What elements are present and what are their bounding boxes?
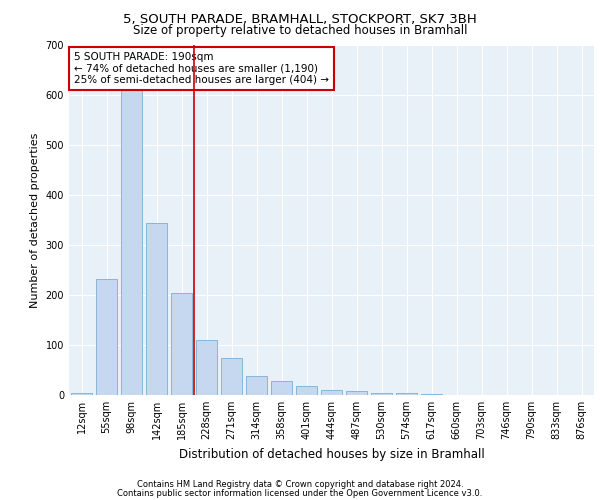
Bar (146, 222, 167, 395)
Bar (96, 279, 117, 395)
Text: 5, SOUTH PARADE, BRAMHALL, STOCKPORT, SK7 3BH: 5, SOUTH PARADE, BRAMHALL, STOCKPORT, SK… (123, 12, 477, 26)
Bar (346, 391, 367, 395)
Text: Size of property relative to detached houses in Bramhall: Size of property relative to detached ho… (133, 24, 467, 37)
Bar (196, 340, 217, 395)
Bar (371, 392, 392, 395)
Bar (71, 392, 92, 395)
Bar (246, 376, 267, 395)
Text: Contains public sector information licensed under the Open Government Licence v3: Contains public sector information licen… (118, 489, 482, 498)
Bar (221, 358, 242, 395)
Text: 5 SOUTH PARADE: 190sqm
← 74% of detached houses are smaller (1,190)
25% of semi-: 5 SOUTH PARADE: 190sqm ← 74% of detached… (74, 52, 329, 85)
Bar (271, 381, 292, 395)
Y-axis label: Number of detached properties: Number of detached properties (30, 132, 40, 308)
Bar (396, 393, 417, 395)
X-axis label: Distribution of detached houses by size in Bramhall: Distribution of detached houses by size … (179, 448, 484, 460)
Bar (421, 394, 442, 395)
Bar (171, 292, 192, 395)
Bar (321, 390, 342, 395)
Bar (296, 386, 317, 395)
Text: Contains HM Land Registry data © Crown copyright and database right 2024.: Contains HM Land Registry data © Crown c… (137, 480, 463, 489)
Bar (121, 80, 142, 395)
